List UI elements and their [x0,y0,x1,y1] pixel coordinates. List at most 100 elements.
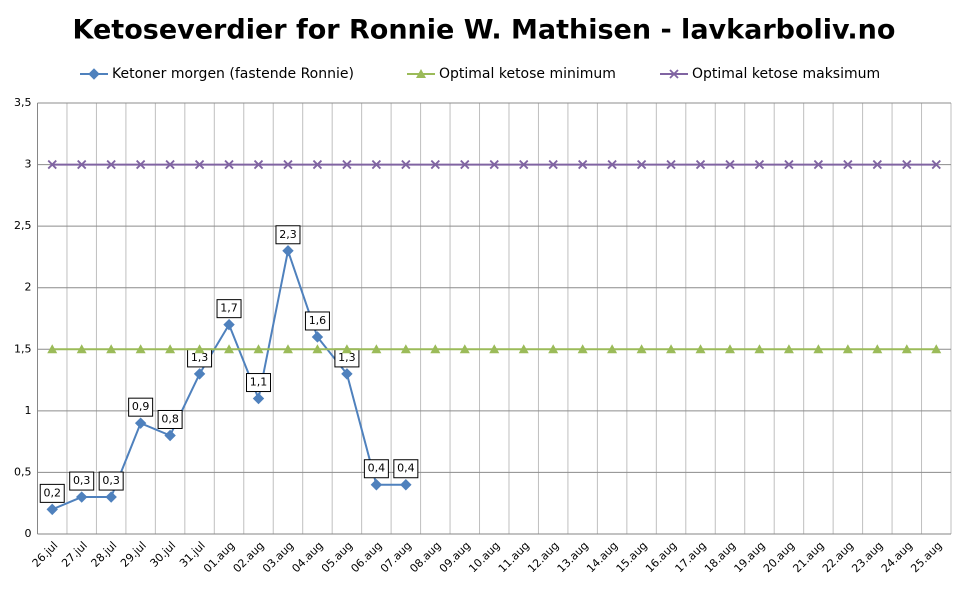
x-tick-label: 08.aug [407,539,443,575]
marker [636,344,647,354]
marker [636,159,647,170]
marker [459,344,470,354]
x-tick-label: 16.aug [643,539,679,575]
chart-title: Ketoseverdier for Ronnie W. Mathisen - l… [73,15,896,46]
x-tick-label: 23.aug [849,539,885,575]
marker [400,479,412,491]
x-tick-label: 27.jul [59,539,90,570]
data-label-box [304,311,330,331]
data-label: 0,4 [397,462,415,475]
data-label: 0,2 [43,486,61,499]
data-label: 1,6 [309,314,327,327]
y-tick-label: 3 [25,158,32,171]
marker [106,159,116,170]
x-tick-label: 26.jul [30,539,61,570]
x-tick-label: 13.aug [555,539,591,575]
marker [724,344,735,354]
marker [695,159,706,170]
data-label-box [275,225,301,245]
marker [312,159,323,170]
y-tick-label: 2 [25,281,32,294]
marker [872,344,883,354]
marker [88,68,100,80]
x-tick-label: 12.aug [525,539,561,575]
marker [342,159,352,170]
data-label-box [128,397,154,417]
data-label-box [246,373,272,393]
marker [135,344,146,354]
data-label-box [363,459,389,479]
x-tick-label: 11.aug [496,539,532,575]
marker [76,344,87,354]
marker [47,159,57,170]
marker [312,344,323,354]
marker [252,392,265,405]
marker [577,344,588,354]
marker [607,159,617,170]
marker [518,344,529,354]
x-tick-label: 03.aug [260,539,296,575]
x-tick-label: 09.aug [437,539,473,575]
marker [311,331,324,343]
marker [75,491,88,503]
marker [370,479,383,491]
marker [371,159,382,170]
marker [430,159,440,170]
marker [460,159,470,170]
x-tick-label: 22.aug [820,539,856,575]
marker [666,344,677,354]
legend-label: Ketoner morgen (fastende Ronnie) [112,66,354,82]
marker [194,159,205,170]
marker [194,344,205,354]
x-tick-label: 07.aug [378,539,414,575]
data-label-box [69,471,95,491]
marker [165,344,176,354]
marker [371,344,382,354]
marker [754,344,765,354]
marker [46,503,58,516]
marker [223,318,235,331]
marker [519,159,529,170]
marker [931,159,941,170]
marker [842,344,853,354]
data-label: 1,3 [338,351,356,364]
data-label: 1,3 [191,351,209,364]
data-label-box [393,459,419,479]
marker [193,368,206,380]
marker [136,159,146,170]
marker [253,159,264,170]
x-tick-label: 14.aug [584,539,620,575]
x-tick-label: 06.aug [348,539,384,575]
marker [783,344,794,354]
marker [725,159,735,170]
marker [902,159,912,170]
x-tick-label: 20.aug [761,539,797,575]
y-tick-label: 0,5 [14,465,32,478]
marker [430,344,441,354]
marker [669,69,679,79]
series-line [51,246,406,511]
x-tick-label: 15.aug [614,539,650,575]
marker [224,344,235,354]
marker [283,159,293,170]
x-tick-label: 17.aug [673,539,709,575]
x-tick-label: 01.aug [201,539,237,575]
marker [784,159,794,170]
data-label: 0,3 [102,474,120,487]
marker [813,344,824,354]
marker [901,344,912,354]
y-tick-label: 0 [25,527,32,540]
marker [77,159,87,170]
marker [400,344,411,354]
data-label: 0,3 [73,474,91,487]
x-tick-label: 19.aug [731,539,767,575]
data-label: 0,4 [368,462,386,475]
data-label: 1,1 [250,376,268,389]
x-tick-label: 04.aug [289,539,325,575]
data-label-box [157,409,183,429]
marker [282,245,294,257]
marker [872,159,882,170]
marker [754,159,765,170]
marker [224,159,234,170]
